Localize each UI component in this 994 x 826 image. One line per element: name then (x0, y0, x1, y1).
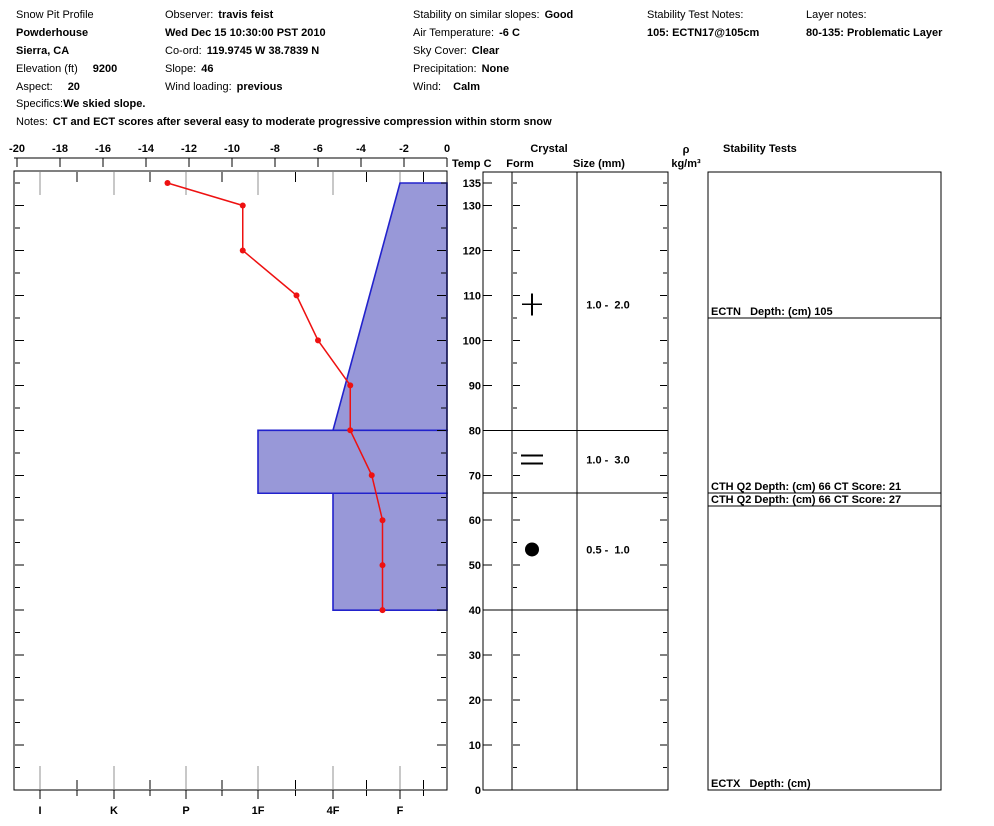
temp-axis-tick-label: -2 (399, 143, 409, 155)
report-title: Snow Pit Profile (16, 9, 94, 21)
hardness-layer (257, 429, 448, 495)
temp-axis-tick-label: -12 (181, 143, 197, 155)
hardness-axis-label: 4F (327, 805, 340, 817)
depth-axis-label: 10 (469, 740, 481, 752)
temp-axis-tick-label: -4 (356, 143, 367, 155)
sky-cover-field: Sky Cover: Clear (413, 45, 500, 57)
aspect-field: Aspect: 20 (16, 81, 80, 93)
form-column-box (511, 171, 578, 791)
temp-axis-tick-label: -8 (270, 143, 280, 155)
depth-axis-label: 30 (469, 650, 481, 662)
temperature-point (239, 202, 246, 209)
wind-field: Wind: Calm (413, 81, 481, 93)
temperature-point (347, 427, 354, 434)
temp-axis-tick-label: -18 (52, 143, 68, 155)
notes-field: Notes: CT and ECT scores after several ea… (16, 116, 552, 128)
grain-dot-icon (525, 542, 539, 557)
temperature-point (164, 180, 171, 186)
observer-field: Observer: travis feist (165, 9, 274, 21)
temperature-point (315, 337, 321, 344)
stability-test-label: CTH Q2 Depth: (cm) 66 CT Score: 27 (711, 494, 901, 506)
temp-axis-tick-label: 0 (444, 143, 450, 155)
depth-axis-label: 70 (469, 470, 481, 482)
temperature-point (293, 292, 300, 299)
hardness-axis-label: 1F (252, 805, 265, 817)
depth-axis-label: 130 (463, 200, 481, 212)
temperature-point (347, 382, 354, 389)
hardness-axis-label: F (397, 805, 404, 817)
depth-axis-label: 60 (469, 515, 481, 527)
temp-axis-tick-label: -16 (95, 143, 111, 155)
stability-tests-header: Stability Tests (723, 143, 797, 155)
temperature-point (379, 562, 386, 569)
air-temperature-field: Air Temperature: -6 C (413, 27, 520, 39)
depth-axis-label: 100 (463, 335, 481, 347)
crystal-header: Crystal (530, 143, 567, 155)
plot-border (13, 170, 448, 791)
hardness-layer (332, 492, 448, 611)
size-column-box (576, 171, 669, 791)
depth-axis-label: 0 (475, 785, 481, 797)
datetime-field: Wed Dec 15 10:30:00 PST 2010 (165, 27, 326, 39)
site-region: Sierra, CA (16, 45, 70, 57)
slope-field: Slope: 46 (165, 63, 214, 75)
depth-axis-label: 20 (469, 695, 481, 707)
temp-column-box (482, 171, 513, 791)
depth-axis-label: 110 (463, 290, 481, 302)
depth-axis-label: 90 (469, 380, 481, 392)
layer-notes-value: 80-135: Problematic Layer (806, 27, 943, 39)
temp-axis-tick-label: -6 (313, 143, 323, 155)
depth-axis-label: 135 (463, 178, 481, 190)
density-units-header: kg/m³ (671, 158, 701, 170)
stability-test-notes-value: 105: ECTN17@105cm (647, 27, 760, 39)
depth-axis-label: 40 (469, 605, 481, 617)
temperature-point (379, 517, 386, 524)
form-header: Form (506, 158, 534, 170)
stability-test-label: ECTN Depth: (cm) 105 (711, 306, 833, 318)
temperature-point (368, 472, 375, 479)
grain-size-label: 1.0 - 3.0 (586, 455, 629, 467)
wind-loading-field: Wind loading: previous (165, 81, 283, 93)
layer-notes-label: Layer notes: (806, 9, 867, 21)
stability-test-label: ECTX Depth: (cm) (711, 778, 811, 790)
size-header: Size (mm) (573, 158, 625, 170)
temperature-point (379, 607, 386, 614)
stability-test-notes-label: Stability Test Notes: (647, 9, 744, 21)
grain-size-label: 0.5 - 1.0 (586, 544, 629, 556)
temp-axis-title: Temp C (452, 158, 492, 170)
elevation-field: Elevation (ft) 9200 (16, 63, 118, 75)
stability-slopes-field: Stability on similar slopes: Good (413, 9, 574, 21)
precipitation-field: Precipitation: None (413, 63, 510, 75)
site-name: Powderhouse (16, 27, 89, 39)
temp-axis-tick-label: -20 (9, 143, 25, 155)
density-header: ρ (683, 144, 690, 156)
hardness-axis-label: P (182, 805, 189, 817)
hardness-axis-label: K (110, 805, 118, 817)
stability-test-label: CTH Q2 Depth: (cm) 66 CT Score: 21 (711, 481, 901, 493)
grain-size-label: 1.0 - 2.0 (586, 299, 629, 311)
temp-axis-tick-label: -14 (138, 143, 155, 155)
depth-axis-label: 50 (469, 560, 481, 572)
specifics-field: Specifics:We skied slope. (16, 98, 146, 110)
hardness-axis-label: I (38, 805, 41, 817)
temperature-point (239, 247, 246, 254)
temp-axis-tick-label: -10 (224, 143, 240, 155)
depth-axis-label: 120 (463, 245, 481, 257)
coordinates-field: Co-ord: 119.9745 W 38.7839 N (165, 45, 320, 57)
depth-axis-label: 80 (469, 425, 481, 437)
